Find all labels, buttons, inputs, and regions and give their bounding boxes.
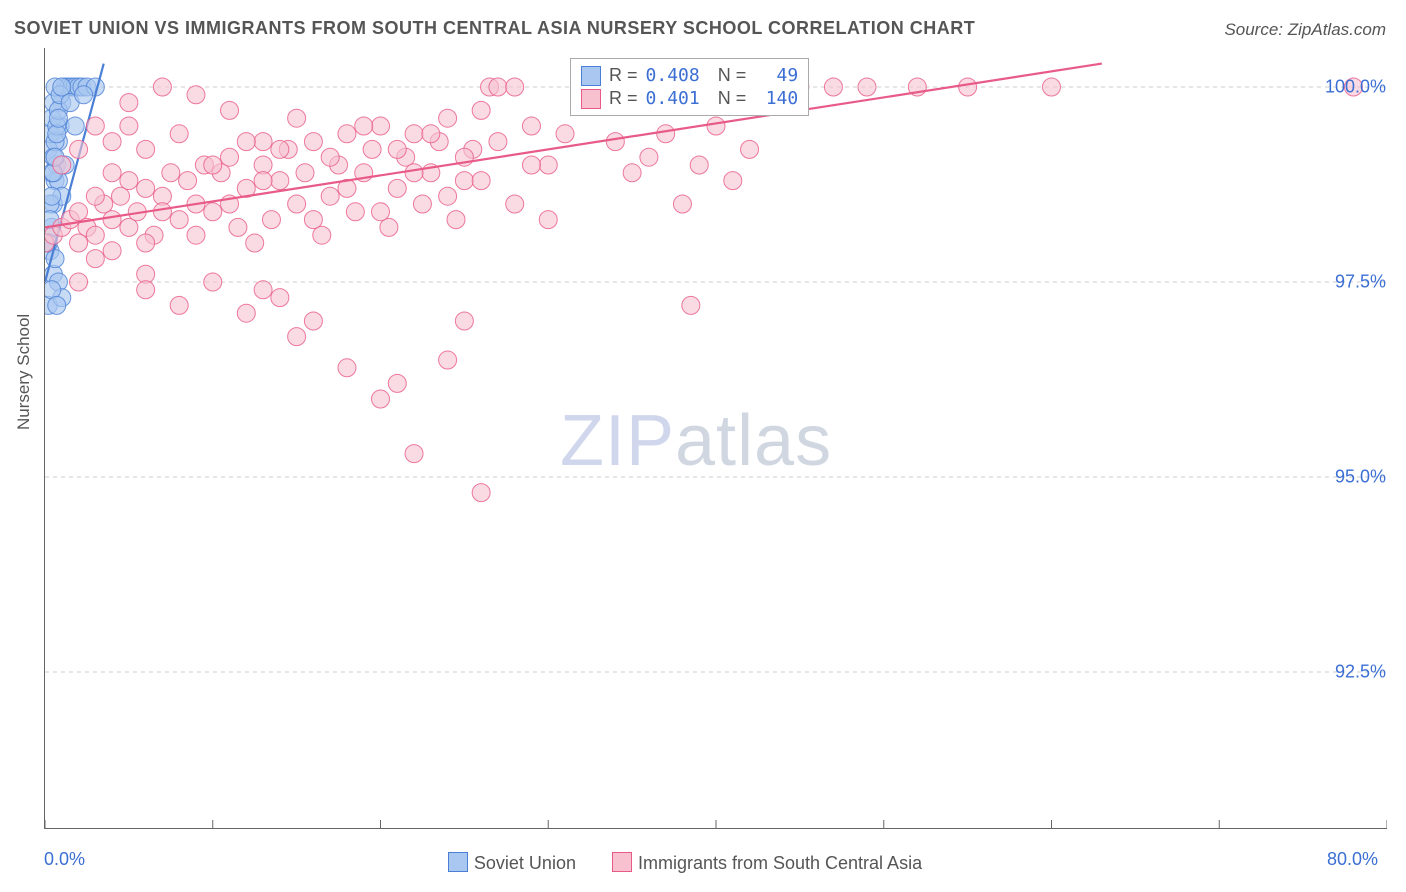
legend-swatch xyxy=(448,852,468,872)
legend-r-value: 0.408 xyxy=(646,65,700,86)
y-axis-label: Nursery School xyxy=(14,314,34,430)
legend-r-label: R = xyxy=(609,65,638,86)
legend-swatch xyxy=(612,852,632,872)
watermark: ZIPatlas xyxy=(560,400,832,482)
legend-label: Immigrants from South Central Asia xyxy=(638,853,922,873)
legend-correlation-row: R = 0.401 N = 140 xyxy=(581,88,798,109)
legend-r-value: 0.401 xyxy=(646,88,700,109)
legend-r-label: R = xyxy=(609,88,638,109)
legend-n-value: 140 xyxy=(754,88,798,109)
y-tick-label: 92.5% xyxy=(1335,662,1386,683)
source-label: Source: ZipAtlas.com xyxy=(1224,20,1386,40)
y-tick-label: 95.0% xyxy=(1335,467,1386,488)
legend-n-label: N = xyxy=(708,65,747,86)
legend-bottom: Soviet Union Immigrants from South Centra… xyxy=(0,852,1406,874)
chart-title: SOVIET UNION VS IMMIGRANTS FROM SOUTH CE… xyxy=(14,18,975,39)
legend-n-label: N = xyxy=(708,88,747,109)
legend-correlation: R = 0.408 N = 49R = 0.401 N = 140 xyxy=(570,58,809,116)
y-tick-label: 100.0% xyxy=(1325,77,1386,98)
watermark-atlas: atlas xyxy=(675,401,832,481)
legend-label: Soviet Union xyxy=(474,853,576,873)
legend-n-value: 49 xyxy=(754,65,798,86)
y-tick-label: 97.5% xyxy=(1335,272,1386,293)
legend-swatch xyxy=(581,89,601,109)
legend-swatch xyxy=(581,66,601,86)
watermark-zip: ZIP xyxy=(560,401,675,481)
legend-correlation-row: R = 0.408 N = 49 xyxy=(581,65,798,86)
